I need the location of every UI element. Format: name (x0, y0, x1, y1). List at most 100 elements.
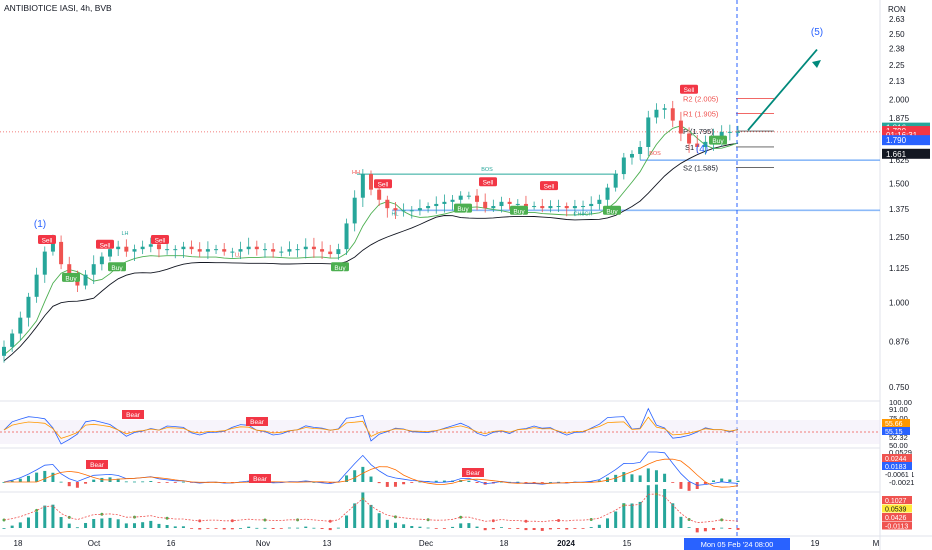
signal-sell-badge[interactable] (96, 239, 114, 249)
signal-sell-badge[interactable] (38, 235, 56, 245)
candle-body (303, 246, 308, 250)
rsi-signal-line (3, 416, 739, 439)
structure-label: CHoCH (574, 212, 593, 218)
macd-histogram-bar (671, 482, 675, 483)
osc-histogram-bar (646, 485, 650, 528)
macd-histogram-bar (557, 481, 561, 483)
osc-histogram-bar (426, 527, 430, 529)
osc-value-label: -0.0113 (885, 524, 908, 531)
osc-histogram-bar (695, 528, 699, 533)
signal-label: Buy (65, 275, 77, 282)
signal-buy-badge[interactable] (331, 262, 349, 272)
macd-bear-badge (86, 460, 108, 469)
price-tick: 2.38 (889, 44, 905, 53)
candle-body (59, 241, 64, 265)
candle-body (417, 208, 422, 211)
macd-histogram-bar (84, 482, 88, 484)
osc-histogram-bar (516, 528, 520, 529)
macd-histogram-bar (35, 472, 39, 482)
candle-body (230, 251, 235, 253)
osc-value-badge (882, 513, 912, 521)
signal-sell-badge[interactable] (151, 235, 169, 245)
macd-histogram-bar (630, 474, 634, 482)
osc-histogram-bar (198, 528, 202, 530)
osc-histogram-bar (736, 528, 740, 530)
price-tick: 1.625 (889, 156, 910, 165)
rsi-value-label: 55.66 (885, 421, 903, 428)
candle-body (703, 141, 708, 147)
candle-body (581, 206, 586, 208)
price-badge-label: 1.661 (886, 150, 907, 159)
macd-signal-line (4, 458, 739, 488)
macd-histogram-bar (606, 477, 610, 482)
osc-histogram-bar (157, 523, 161, 528)
osc-histogram-bar (75, 527, 79, 529)
candle-body (2, 346, 6, 356)
macd-histogram-bar (524, 482, 528, 483)
candle-body (99, 256, 104, 265)
osc-histogram-bar (2, 528, 6, 529)
candle-body (344, 223, 349, 250)
rsi-value-label: 55.15 (885, 429, 903, 436)
osc-histogram-bar (296, 527, 300, 529)
signal-buy-badge[interactable] (454, 203, 472, 213)
candle-body (662, 108, 667, 110)
rsi-line (3, 407, 739, 445)
candle-body (108, 249, 113, 257)
candle-body (736, 131, 740, 133)
arrow-head (812, 60, 821, 68)
osc-histogram-bar (165, 525, 169, 528)
rsi-bear-label: Bear (126, 412, 141, 419)
osc-histogram-bar (255, 527, 259, 529)
time-tick: Dec (419, 539, 433, 548)
signal-buy-badge[interactable] (603, 205, 621, 215)
macd-histogram-bar (157, 482, 161, 483)
macd-histogram-bar (75, 482, 79, 488)
projection-arrow (747, 48, 818, 131)
candle-body (271, 249, 276, 252)
candle-body (654, 109, 659, 118)
osc-histogram-bar (687, 527, 691, 528)
currency-unit[interactable]: RON (888, 5, 906, 14)
signal-sell-badge[interactable] (540, 181, 558, 191)
candle-body (91, 264, 96, 275)
signal-label: Sell (100, 242, 111, 249)
candle-body (246, 246, 251, 250)
osc-histogram-bar (377, 513, 381, 528)
signal-buy-badge[interactable] (709, 135, 727, 145)
candle-body (197, 249, 202, 252)
osc-histogram-bar (410, 526, 414, 528)
signal-buy-badge[interactable] (108, 262, 126, 272)
signal-buy-badge[interactable] (510, 205, 528, 215)
signal-sell-badge[interactable] (374, 179, 392, 189)
ma-fast-line (3, 125, 739, 356)
structure-label: BOS (649, 151, 661, 157)
macd-histogram-bar (385, 482, 389, 487)
candle-body (320, 249, 325, 252)
price-tick: 1.000 (889, 299, 910, 308)
macd-histogram-bar (312, 482, 316, 483)
osc-histogram-bar (663, 489, 667, 528)
osc-histogram-bar (312, 527, 316, 529)
price-tick: 2.50 (889, 30, 905, 39)
rsi-value-badge (882, 419, 910, 427)
time-tick: 16 (167, 539, 176, 548)
candle-body (222, 249, 227, 252)
signal-buy-badge[interactable] (62, 272, 80, 282)
macd-histogram-bar (499, 481, 503, 483)
candle-body (507, 201, 512, 204)
candle-body (564, 206, 569, 209)
signal-sell-badge[interactable] (479, 177, 497, 187)
price-tick: 0.876 (889, 337, 910, 346)
rsi-tick: 75.00 (889, 414, 908, 423)
candle-body (613, 174, 618, 188)
macd-histogram-bar (345, 475, 349, 482)
candle-body (287, 249, 292, 252)
osc-histogram-bar (141, 522, 145, 528)
time-tick: 15 (623, 539, 632, 548)
candle-body (393, 208, 398, 211)
macd-histogram-bar (434, 480, 438, 482)
ma-slow-line (3, 142, 739, 362)
signal-sell-badge[interactable] (680, 84, 698, 94)
